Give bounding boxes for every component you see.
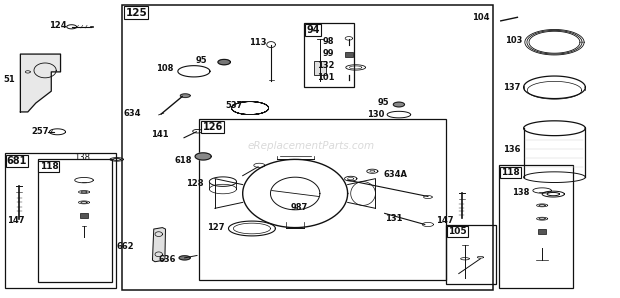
- Text: 131: 131: [384, 214, 402, 223]
- Text: 108: 108: [156, 63, 174, 72]
- Text: eReplacementParts.com: eReplacementParts.com: [247, 141, 374, 151]
- Text: 141: 141: [151, 130, 169, 139]
- Text: 662: 662: [117, 242, 135, 251]
- Bar: [5, 153, 116, 288]
- Text: 95: 95: [378, 98, 389, 107]
- Text: 681: 681: [7, 156, 27, 166]
- Text: 51: 51: [4, 75, 16, 84]
- Text: 105: 105: [448, 227, 467, 236]
- Text: 138: 138: [512, 188, 529, 197]
- Text: 137: 137: [503, 83, 521, 92]
- Text: 257: 257: [31, 127, 48, 136]
- Text: 94: 94: [306, 25, 320, 35]
- Text: 127: 127: [206, 223, 224, 232]
- Polygon shape: [20, 54, 61, 112]
- Text: 987: 987: [291, 203, 308, 212]
- Bar: [314, 61, 326, 75]
- Text: 101: 101: [317, 73, 334, 82]
- Text: 147: 147: [436, 216, 454, 225]
- Polygon shape: [180, 94, 190, 97]
- Bar: [200, 119, 446, 280]
- Text: 634: 634: [123, 109, 141, 118]
- Text: 113: 113: [249, 38, 267, 47]
- Text: 130: 130: [367, 110, 384, 119]
- Text: 138: 138: [74, 153, 90, 162]
- Text: 118: 118: [40, 162, 58, 171]
- Bar: [499, 165, 573, 288]
- Bar: [304, 23, 354, 87]
- Bar: [345, 52, 353, 57]
- Text: 147: 147: [7, 216, 24, 225]
- Text: 618: 618: [175, 156, 192, 165]
- Text: 125: 125: [125, 7, 147, 18]
- Polygon shape: [393, 102, 404, 107]
- Text: 636: 636: [159, 255, 176, 264]
- Text: 126: 126: [203, 122, 223, 132]
- Bar: [538, 229, 546, 235]
- Text: 124: 124: [49, 21, 66, 30]
- Bar: [38, 159, 112, 283]
- Bar: [122, 5, 493, 290]
- Text: 118: 118: [501, 168, 520, 177]
- Polygon shape: [195, 153, 211, 160]
- Text: 132: 132: [317, 61, 334, 70]
- Text: 634A: 634A: [383, 170, 407, 179]
- Text: 99: 99: [322, 49, 334, 58]
- Polygon shape: [179, 256, 190, 260]
- Bar: [79, 213, 88, 218]
- Text: 136: 136: [503, 145, 521, 153]
- Text: 128: 128: [185, 179, 203, 188]
- Polygon shape: [218, 59, 230, 65]
- Bar: [446, 225, 496, 284]
- Text: 95: 95: [196, 55, 208, 64]
- Text: 104: 104: [472, 13, 490, 22]
- Text: 98: 98: [322, 37, 334, 46]
- Polygon shape: [153, 228, 166, 262]
- Text: 537: 537: [226, 101, 243, 110]
- Text: 103: 103: [505, 36, 523, 45]
